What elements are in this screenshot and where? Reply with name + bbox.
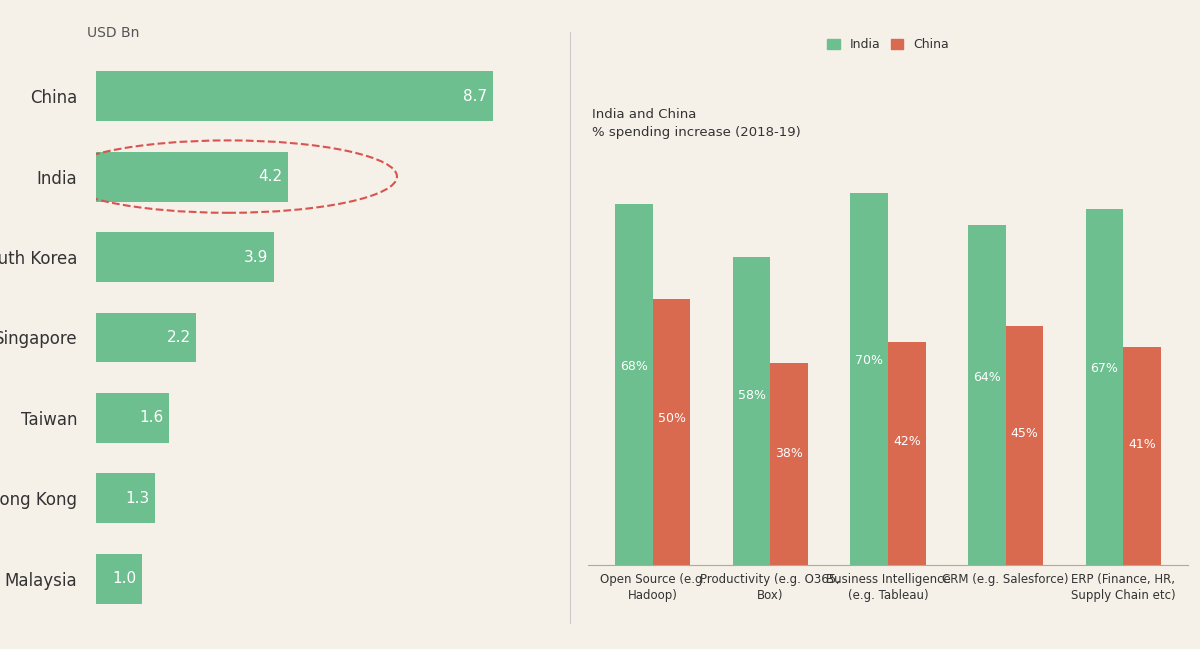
Bar	[1123, 347, 1160, 565]
Text: 58%: 58%	[738, 389, 766, 402]
Text: India and China
% spending increase (2018-19): India and China % spending increase (201…	[592, 108, 800, 139]
Text: USD Bn: USD Bn	[86, 27, 139, 40]
Text: 70%: 70%	[856, 354, 883, 367]
Text: 8.7: 8.7	[463, 89, 487, 104]
Bar	[96, 554, 142, 604]
Text: 42%: 42%	[893, 435, 920, 448]
Text: 67%: 67%	[1091, 362, 1118, 376]
Bar	[96, 313, 197, 362]
Text: 38%: 38%	[775, 447, 803, 460]
Bar	[968, 225, 1006, 565]
Bar	[733, 256, 770, 565]
Text: 45%: 45%	[1010, 426, 1038, 440]
Bar	[96, 473, 155, 523]
Text: 1.0: 1.0	[112, 571, 136, 586]
Bar	[96, 152, 288, 202]
Bar	[96, 232, 274, 282]
Text: 1.3: 1.3	[126, 491, 150, 506]
Text: 50%: 50%	[658, 412, 685, 425]
Bar	[96, 393, 169, 443]
Bar	[1006, 326, 1043, 565]
Bar	[653, 299, 690, 565]
Legend: India, China: India, China	[827, 38, 949, 51]
Bar	[96, 71, 493, 121]
Text: 1.6: 1.6	[139, 410, 163, 425]
Text: 3.9: 3.9	[244, 250, 269, 265]
Text: 41%: 41%	[1128, 438, 1156, 452]
Text: 68%: 68%	[620, 360, 648, 373]
Text: 4.2: 4.2	[258, 169, 282, 184]
Bar	[616, 204, 653, 565]
Text: 64%: 64%	[973, 371, 1001, 384]
Bar	[851, 193, 888, 565]
Bar	[888, 341, 925, 565]
Text: 2.2: 2.2	[167, 330, 191, 345]
Bar	[1086, 209, 1123, 565]
Bar	[770, 363, 808, 565]
